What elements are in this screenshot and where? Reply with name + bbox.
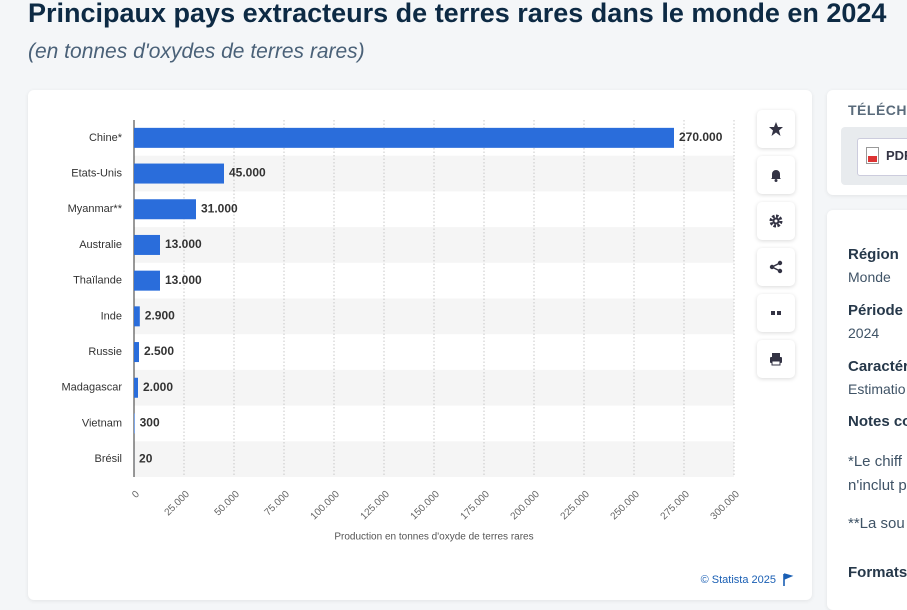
value-label: 13.000 (165, 237, 202, 251)
x-tick-label: 225.000 (559, 489, 593, 523)
y-tick-label: Myanmar** (68, 203, 123, 215)
x-tick-label: 300.000 (709, 489, 743, 523)
value-label: 31.000 (201, 201, 238, 215)
detail-label: Caractér (848, 358, 907, 375)
value-label: 45.000 (229, 166, 266, 180)
page: Statista chart {"header": {"title": "Pri… (0, 0, 907, 593)
note-line: *Le chiff (848, 453, 902, 470)
bar (134, 235, 160, 255)
note-line: n'inclut p (848, 477, 907, 494)
pdf-label: PDF (886, 148, 907, 163)
x-tick-label: 175.000 (459, 489, 493, 523)
y-tick-label: Australie (79, 239, 122, 251)
credit: © Statista 2025 (701, 574, 776, 586)
detail-value: 2024 (848, 325, 879, 341)
x-tick-label: 250.000 (609, 489, 643, 523)
pdf-icon (866, 147, 880, 165)
value-label: 20 (139, 451, 153, 465)
y-tick-label: Russie (88, 346, 122, 358)
detail-label: Région (848, 246, 899, 263)
x-axis-label: Production en tonnes d'oxyde de terres r… (334, 532, 533, 543)
value-label: 2.000 (143, 380, 173, 394)
x-tick-label: 125.000 (359, 489, 393, 523)
x-tick-label: 0 (130, 489, 142, 501)
value-label: 13.000 (165, 273, 202, 287)
value-label: 2.900 (145, 309, 175, 323)
chart: 0 25.000 50.000 75.000 100.000 125.000 150.000… (0, 0, 800, 593)
note-line: **La sou (848, 515, 905, 532)
download-title: TÉLÉCHA (848, 102, 907, 118)
bar (134, 164, 224, 184)
bar (134, 271, 160, 291)
pdf-button[interactable]: PDF (857, 138, 907, 176)
value-label: 270.000 (679, 130, 723, 144)
x-tick-label: 150.000 (409, 489, 443, 523)
flag-icon[interactable] (784, 574, 791, 586)
y-tick-label: Brésil (94, 453, 122, 465)
x-tick-label: 100.000 (309, 489, 343, 523)
detail-label: Période (848, 302, 903, 319)
bar (134, 342, 139, 362)
bar (134, 413, 135, 433)
bar (134, 128, 674, 148)
detail-value: Estimatio (848, 381, 906, 397)
y-tick-label: Etats-Unis (71, 167, 122, 179)
body: Principaux pays extracteurs de terres ra… (0, 0, 907, 593)
y-tick-label: Chine* (89, 132, 123, 144)
x-tick-label: 200.000 (509, 489, 543, 523)
y-tick-label: Madagascar (61, 382, 122, 394)
value-label: 2.500 (144, 344, 174, 358)
y-tick-label: Thaïlande (73, 275, 122, 287)
bar (134, 306, 140, 326)
x-tick-label: 25.000 (163, 489, 193, 519)
y-tick-label: Vietnam (82, 417, 122, 429)
x-tick-label: 50.000 (213, 489, 243, 519)
bar (134, 199, 196, 219)
x-tick-label: 75.000 (263, 489, 293, 519)
detail-value: Monde (848, 269, 891, 285)
bar (134, 378, 138, 398)
y-tick-label: Inde (101, 310, 122, 322)
x-tick-label: 275.000 (659, 489, 693, 523)
notes-title: Notes co (848, 413, 907, 430)
value-label: 300 (140, 416, 160, 430)
formats-title: Formats (848, 564, 907, 581)
